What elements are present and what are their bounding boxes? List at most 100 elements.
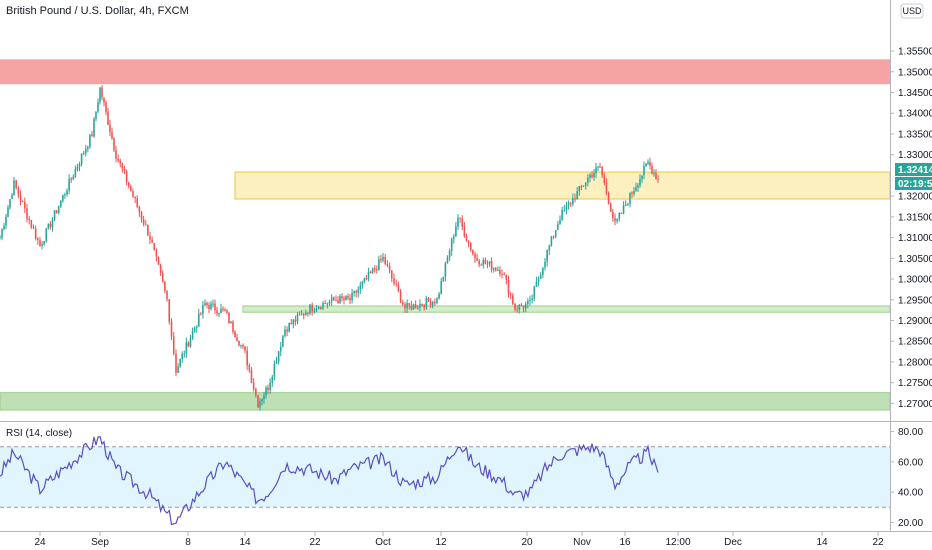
candle — [395, 279, 397, 287]
candle — [391, 270, 393, 283]
candle — [542, 267, 544, 278]
candle — [410, 300, 413, 311]
candle — [414, 300, 417, 309]
rsi-tick-label: 80.00 — [898, 427, 923, 438]
chart-title: British Pound / U.S. Dollar, 4h, FXCM — [6, 5, 189, 17]
rsi-tick-label: 20.00 — [898, 518, 923, 529]
countdown-label: 02:19:50 — [898, 179, 932, 190]
candle — [580, 184, 583, 190]
candle — [469, 241, 472, 252]
candle — [548, 244, 551, 255]
candle — [569, 201, 572, 208]
candle — [436, 297, 438, 305]
candle — [224, 307, 226, 312]
time-tick-label: Nov — [573, 537, 591, 548]
candle — [250, 367, 253, 384]
supply-zone-yellow[interactable] — [234, 171, 891, 200]
candle — [317, 305, 320, 310]
candle — [593, 169, 595, 181]
candle — [140, 211, 143, 223]
candle — [242, 343, 244, 350]
candle — [446, 255, 449, 264]
candle — [269, 378, 271, 394]
candle — [522, 305, 525, 313]
candle — [290, 319, 293, 325]
support-zone-middle[interactable] — [242, 305, 891, 313]
candle — [559, 215, 561, 225]
candle — [584, 181, 587, 190]
candle — [507, 275, 510, 298]
candle — [328, 299, 331, 306]
candle — [624, 200, 627, 206]
candle — [265, 385, 267, 399]
candle — [115, 145, 117, 163]
currency-button-label: USD — [902, 6, 922, 16]
candle — [127, 181, 130, 189]
candle — [442, 276, 445, 283]
candle — [408, 302, 411, 310]
candle — [157, 256, 160, 265]
candle — [345, 295, 347, 301]
candle — [425, 295, 428, 310]
candle — [232, 320, 234, 335]
candle — [448, 248, 451, 262]
candle — [627, 202, 629, 206]
candle — [49, 221, 52, 230]
candle — [155, 248, 158, 262]
candle — [315, 305, 318, 313]
candle — [612, 208, 614, 223]
candle — [324, 300, 326, 305]
candle — [597, 166, 599, 172]
candle — [419, 299, 421, 312]
resistance-zone-top[interactable] — [0, 59, 890, 85]
candle — [412, 303, 415, 310]
candle — [255, 387, 257, 398]
candle — [151, 236, 153, 243]
candle — [296, 312, 299, 325]
candle — [123, 166, 126, 175]
candle — [341, 293, 343, 302]
currency-button[interactable]: USD — [900, 3, 924, 19]
candle — [657, 175, 659, 183]
candle — [210, 300, 212, 311]
candle — [284, 325, 286, 338]
candle — [53, 209, 56, 222]
price-tick-label: 1.33500 — [898, 129, 932, 140]
price-tick-label: 1.34000 — [898, 109, 932, 120]
candle — [465, 233, 468, 242]
candle — [406, 299, 408, 313]
candle — [505, 274, 508, 285]
candle — [461, 215, 464, 231]
candle — [492, 267, 495, 273]
candle — [459, 217, 461, 223]
support-zone-bottom[interactable] — [0, 392, 891, 411]
candle — [373, 265, 376, 273]
candle — [271, 374, 274, 387]
last-price-label: 1.32414 — [898, 165, 932, 176]
candle — [80, 153, 83, 167]
candle — [645, 163, 647, 168]
candle — [193, 326, 196, 333]
candle — [607, 191, 610, 205]
price-tick-label: 1.28500 — [898, 337, 932, 348]
candle — [574, 193, 576, 203]
candle — [68, 174, 70, 195]
candle — [45, 227, 48, 243]
candle — [252, 378, 255, 392]
candle — [26, 203, 28, 223]
candle — [24, 197, 26, 214]
candle — [546, 249, 548, 267]
candle — [292, 319, 295, 329]
candle — [399, 288, 402, 304]
candle — [113, 137, 115, 153]
candle — [529, 295, 531, 306]
time-tick-label: Dec — [724, 537, 742, 548]
candle — [355, 289, 357, 298]
candle — [17, 185, 20, 199]
candle — [177, 362, 179, 373]
candle — [91, 130, 93, 137]
candle — [144, 220, 147, 226]
candle — [587, 174, 589, 187]
